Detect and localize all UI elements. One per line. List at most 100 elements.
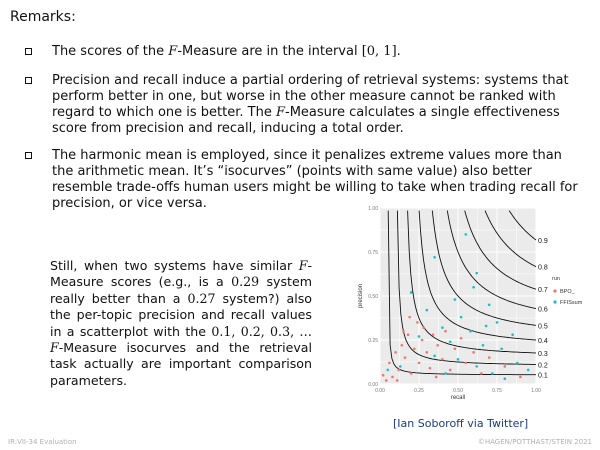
x-tick-label: 0.00 — [375, 388, 385, 394]
data-point — [500, 348, 503, 351]
image-source-link[interactable]: [Ian Soboroff via Twitter] — [393, 417, 528, 430]
data-point — [454, 298, 457, 301]
isocurve-label: 0.2 — [538, 362, 548, 369]
data-point — [475, 365, 478, 368]
data-point — [401, 344, 404, 347]
data-point — [433, 355, 436, 358]
data-point — [402, 330, 405, 333]
data-point — [436, 344, 439, 347]
data-point — [418, 335, 421, 338]
data-point — [418, 362, 421, 365]
data-point — [469, 330, 472, 333]
isocurve-label: 0.9 — [538, 238, 548, 245]
y-tick-label: 0.75 — [368, 250, 378, 256]
data-point — [441, 326, 444, 329]
data-point — [396, 379, 399, 382]
x-axis-label: recall — [451, 395, 465, 401]
data-point — [475, 272, 478, 275]
data-point — [465, 233, 468, 236]
footer-copyright: ©HAGEN/POTTHAST/STEIN 2021 — [478, 438, 592, 446]
data-point — [399, 365, 402, 368]
data-point — [397, 369, 400, 372]
isocurve-label: 0.5 — [538, 323, 548, 330]
data-point — [527, 369, 530, 372]
y-tick-label: 0.50 — [368, 294, 378, 300]
data-point — [460, 316, 463, 319]
scatterplot-svg: 0.9 0.8 0.7 0.6 0.5 0.4 0.3 0.2 0.1 0.00 0.25 0.50 0… — [354, 198, 600, 418]
data-point — [504, 365, 507, 368]
isocurve-label: 0.6 — [538, 307, 548, 314]
data-point — [519, 376, 522, 379]
x-tick-label: 1.00 — [531, 388, 541, 394]
y-axis-label: precision — [358, 284, 364, 308]
data-point — [422, 326, 425, 329]
x-tick-label: 0.25 — [414, 388, 424, 394]
heading: Remarks: — [10, 9, 76, 25]
y-tick-label: 1.00 — [368, 206, 378, 212]
data-point — [496, 321, 499, 324]
data-point — [416, 321, 419, 324]
isocurve-label: 0.1 — [538, 373, 548, 380]
data-point — [410, 372, 413, 375]
legend-label: BPO_ — [560, 289, 576, 295]
y-tick-label: 0.25 — [368, 338, 378, 344]
data-point — [472, 286, 475, 289]
data-point — [391, 376, 394, 379]
x-tick-label: 0.50 — [453, 388, 463, 394]
data-point — [410, 291, 413, 294]
data-point — [472, 351, 475, 354]
data-point — [433, 256, 436, 259]
data-point — [426, 309, 429, 312]
data-point — [408, 316, 411, 319]
data-point — [485, 325, 488, 328]
data-point — [457, 358, 460, 361]
data-point — [504, 377, 507, 380]
data-point — [404, 356, 407, 359]
data-point — [460, 337, 463, 340]
legend-swatch — [553, 289, 556, 292]
data-point — [511, 333, 514, 336]
data-point — [432, 333, 435, 336]
y-tick-label: 0.00 — [368, 382, 378, 388]
bullet-square-icon — [25, 48, 32, 55]
bullet-list: The scores of the F-Measure are in the i… — [22, 44, 582, 223]
data-point — [449, 340, 452, 343]
data-point — [413, 348, 416, 351]
data-point — [385, 379, 388, 382]
data-point — [449, 369, 452, 372]
data-point — [488, 356, 491, 359]
scatterplot-figure: 0.9 0.8 0.7 0.6 0.5 0.4 0.3 0.2 0.1 0.00 0.25 0.50 0… — [354, 198, 600, 418]
isocurve-label: 0.3 — [538, 351, 548, 358]
data-point — [388, 362, 391, 365]
data-point — [465, 362, 468, 365]
data-point — [382, 374, 385, 377]
bullet-text: The scores of the F-Measure are in the i… — [52, 44, 401, 59]
data-point — [454, 348, 457, 351]
data-point — [444, 372, 447, 375]
isocurve-label: 0.4 — [538, 338, 548, 345]
bullet-text: Precision and recall induce a partial or… — [52, 73, 569, 136]
data-point — [491, 372, 494, 375]
data-point — [426, 351, 429, 354]
data-point — [429, 367, 432, 370]
data-point — [516, 362, 519, 365]
isocurve-label: 0.8 — [538, 265, 548, 272]
isocurve-label: 0.7 — [538, 287, 548, 294]
x-tick-label: 0.75 — [492, 388, 502, 394]
data-point — [444, 330, 447, 333]
bullet-square-icon — [25, 77, 32, 84]
data-point — [387, 369, 390, 372]
legend-swatch — [553, 300, 556, 303]
data-point — [482, 344, 485, 347]
footer-course: IR:VII-34 Evaluation — [8, 438, 77, 446]
data-point — [488, 304, 491, 307]
comparison-paragraph: Still, when two systems have similar F-M… — [50, 258, 312, 389]
data-point — [435, 376, 438, 379]
data-point — [441, 358, 444, 361]
data-point — [407, 333, 410, 336]
bullet-item: Precision and recall induce a partial or… — [22, 73, 582, 137]
data-point — [394, 351, 397, 354]
bullet-square-icon — [25, 152, 32, 159]
legend-title: run — [552, 276, 560, 282]
bullet-item: The scores of the F-Measure are in the i… — [22, 44, 582, 60]
